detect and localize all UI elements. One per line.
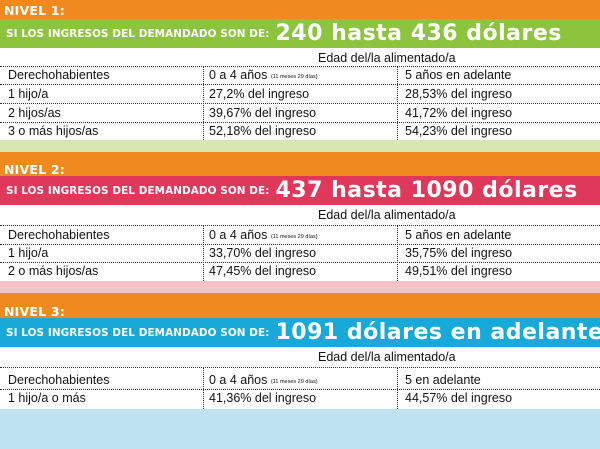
table-row: 1 hijo/a 27,2% del ingreso 28,53% del in… [0,85,600,103]
col-header-derechohabientes: Derechohabientes [8,68,110,82]
row-value-age-0-4: 47,45% del ingreso [209,264,317,278]
level-2-header-row: Derechohabientes 0 a 4 años (11 meses 29… [0,226,600,244]
row-label: 1 hijo/a [8,87,49,101]
table-row: 1 hijo/a 33,70% del ingreso 35,75% del i… [0,244,600,262]
level-2-range: 437 hasta 1090 dólares [275,178,578,203]
row-value-age-0-4: 33,70% del ingreso [209,246,317,260]
level-1-range: 240 hasta 436 dólares [275,21,562,46]
level-2-age-header: Edad del/la alimentado/a [318,208,456,222]
level-3-stripe [0,409,600,449]
col-header-derechohabientes: Derechohabientes [8,228,110,242]
level-1-tag: NIVEL 1: [4,3,65,18]
age-note: (11 meses 29 días) [270,74,318,80]
table-row: 1 hijo/a o más 41,36% del ingreso 44,57%… [0,389,600,407]
level-1-banner: SI LOS INGRESOS DEL DEMANDADO SON DE: 24… [0,19,600,48]
table-row: 3 o más hijos/as 52,18% del ingreso 54,2… [0,122,600,140]
row-value-age-0-4: 41,36% del ingreso [209,391,317,405]
col-header-age-0-4: 0 a 4 años (11 meses 29 días) [209,68,318,82]
level-1-table: Edad del/la alimentado/a Derechohabiente… [0,48,600,140]
col-header-age-5-plus: 5 años en adelante [405,228,512,242]
row-value-age-0-4: 52,18% del ingreso [209,124,317,138]
col-header-age-0-4: 0 a 4 años (11 meses 29 días) [209,373,318,387]
row-value-age-5-plus: 54,23% del ingreso [405,124,513,138]
level-2-banner: SI LOS INGRESOS DEL DEMANDADO SON DE: 43… [0,176,600,205]
row-label: 3 o más hijos/as [8,124,99,138]
row-value-age-5-plus: 28,53% del ingreso [405,87,513,101]
level-3-range: 1091 dólares en adelante [275,320,600,345]
level-3-age-header: Edad del/la alimentado/a [318,350,456,364]
col-header-age-0-4: 0 a 4 años (11 meses 29 días) [209,228,318,242]
col-header-age-5-plus: 5 años en adelante [405,68,512,82]
level-2-tag: NIVEL 2: [4,162,65,177]
col-header-age-5-plus: 5 en adelante [405,373,481,387]
level-1-age-header: Edad del/la alimentado/a [318,51,456,65]
level-3-banner: SI LOS INGRESOS DEL DEMANDADO SON DE: 10… [0,318,600,347]
row-value-age-5-plus: 41,72% del ingreso [405,106,513,120]
age-note: (11 meses 29 días) [270,234,318,240]
age-note: (11 meses 29 días) [270,379,318,385]
table-row: 2 hijos/as 39,67% del ingreso 41,72% del… [0,104,600,122]
level-3-lead: SI LOS INGRESOS DEL DEMANDADO SON DE: [6,326,270,339]
level-2-stripe [0,281,600,293]
row-label: 2 o más hijos/as [8,264,99,278]
level-3-table: Edad del/la alimentado/a Derechohabiente… [0,347,600,409]
row-label: 1 hijo/a [8,246,49,260]
level-3-header-row: Derechohabientes 0 a 4 años (11 meses 29… [0,371,600,389]
level-1-header-row: Derechohabientes 0 a 4 años (11 meses 29… [0,66,600,84]
row-value-age-5-plus: 49,51% del ingreso [405,264,513,278]
level-1-stripe [0,140,600,152]
row-value-age-5-plus: 35,75% del ingreso [405,246,513,260]
row-value-age-5-plus: 44,57% del ingreso [405,391,513,405]
level-2-lead: SI LOS INGRESOS DEL DEMANDADO SON DE: [6,184,270,197]
table-row: 2 o más hijos/as 47,45% del ingreso 49,5… [0,262,600,280]
row-value-age-0-4: 27,2% del ingreso [209,87,310,101]
level-3-tag: NIVEL 3: [4,304,65,319]
row-label: 2 hijos/as [8,106,61,120]
row-value-age-0-4: 39,67% del ingreso [209,106,317,120]
col-header-derechohabientes: Derechohabientes [8,373,110,387]
row-label: 1 hijo/a o más [8,391,86,405]
level-2-table: Edad del/la alimentado/a Derechohabiente… [0,205,600,281]
level-1-lead: SI LOS INGRESOS DEL DEMANDADO SON DE: [6,27,270,40]
